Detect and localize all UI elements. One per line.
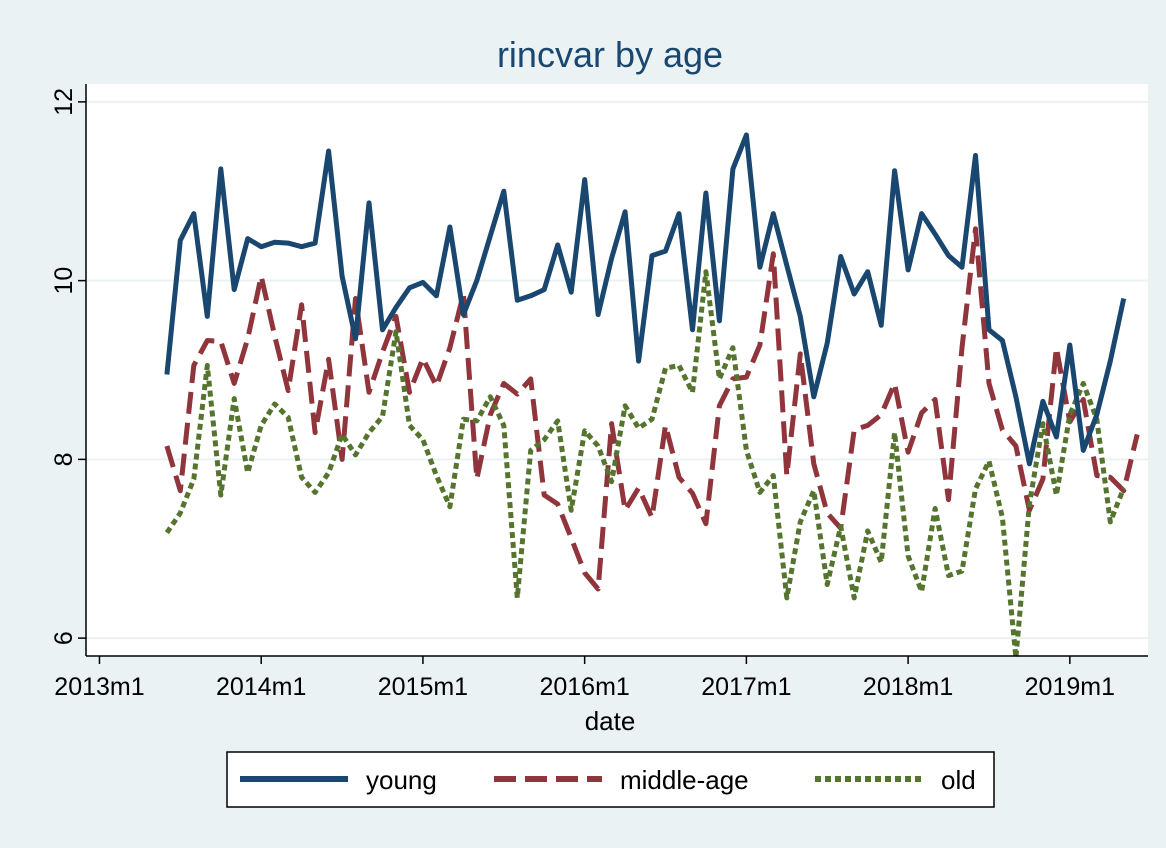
x-tick-label: 2013m1 [54,673,144,701]
series-layer [164,132,1140,661]
y-tick-label: 6 [50,631,78,645]
legend-box [226,751,995,808]
x-tick-label: 2015m1 [378,673,468,701]
y-ticks: 6 8 10 12 [50,88,86,645]
plot-area [86,84,1148,656]
x-tick-label: 2014m1 [216,673,306,701]
x-tick-label: 2019m1 [1025,673,1115,701]
series-line-old [164,269,1127,661]
x-tick-label: 2016m1 [539,673,629,701]
y-tick-label: 12 [50,88,78,116]
x-tick-label: 2017m1 [701,673,791,701]
legend: young middle-age old [226,751,995,808]
x-tick-label: 2018m1 [863,673,953,701]
x-ticks: 2013m1 2014m1 2015m1 2016m1 2017m1 2018m1 2019… [54,656,1115,701]
legend-label-middle-age: middle-age [620,765,749,795]
legend-label-young: young [366,765,437,795]
axes [85,84,1148,657]
series-line-young [164,132,1127,467]
chart-title: rincvar by age [497,34,723,75]
legend-label-old: old [941,765,976,795]
x-axis-title: date [585,706,636,736]
y-tick-label: 8 [50,452,78,466]
y-tick-label: 10 [50,267,78,295]
series-line-middle-age [164,226,1140,592]
